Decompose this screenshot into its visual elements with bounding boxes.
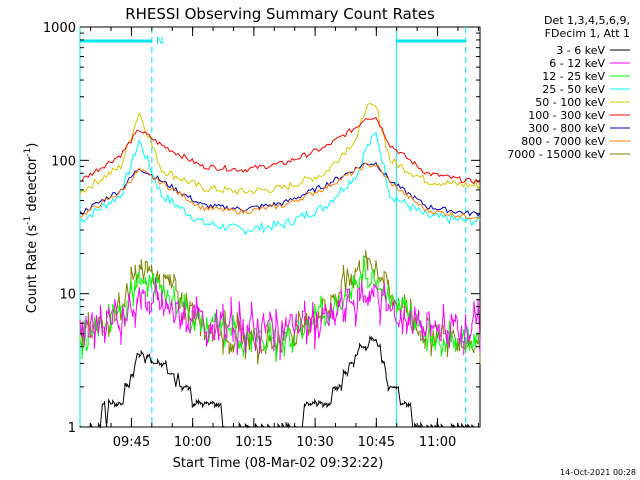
series-line-1 [79, 277, 481, 360]
series-line-7 [79, 162, 481, 220]
legend-header-2: FDecim 1, Att 1 [545, 27, 630, 40]
plot-area: 1 10 100 1000 09:45 10:00 10:15 10:30 10:45 11:0… [43, 21, 481, 450]
x-tick-label: 11:00 [419, 435, 456, 450]
legend: Det 1,3,4,5,6,9, FDecim 1, Att 1 3 - 6 k… [507, 14, 630, 161]
x-axis-label: Start Time (08-Mar-02 09:32:22) [173, 456, 384, 471]
x-tick-label: 10:45 [358, 435, 395, 450]
y-tick-label: 1000 [43, 21, 76, 36]
series-lines [79, 102, 481, 429]
legend-label: 6 - 12 keV [549, 57, 605, 70]
legend-header-1: Det 1,3,4,5,6,9, [544, 14, 630, 27]
legend-label: 25 - 50 keV [542, 83, 605, 96]
y-tick-label: 100 [51, 154, 76, 169]
footer-timestamp: 14-Oct-2021 00:28 [560, 468, 636, 477]
y-axis-label: Count Rate (s-1 detector-1) [23, 143, 40, 314]
x-tick-label: 10:30 [296, 435, 333, 450]
night-markers [79, 27, 467, 427]
series-line-5 [79, 116, 481, 184]
x-tick-label: 09:45 [113, 435, 150, 450]
series-line-4 [79, 102, 481, 196]
chart-title: RHESSI Observing Summary Count Rates [125, 5, 435, 23]
y-tick-label: 10 [59, 288, 76, 303]
x-axis: 09:45 10:00 10:15 10:30 10:45 11:00 [90, 27, 479, 450]
legend-label: 300 - 800 keV [528, 122, 605, 135]
series-line-6 [79, 161, 481, 217]
series-line-0 [79, 335, 481, 429]
night-marker-label: N [156, 36, 163, 47]
y-tick-label: 1 [68, 421, 76, 436]
series-line-3 [79, 131, 481, 236]
legend-label: 800 - 7000 keV [521, 135, 605, 148]
x-tick-label: 10:15 [235, 435, 272, 450]
legend-label: 50 - 100 keV [535, 96, 605, 109]
x-tick-label: 10:00 [174, 435, 211, 450]
y-axis: 1 10 100 1000 [43, 21, 480, 436]
legend-label: 12 - 25 keV [542, 70, 605, 83]
legend-label: 100 - 300 keV [528, 109, 605, 122]
legend-label: 7000 - 15000 keV [507, 148, 605, 161]
legend-label: 3 - 6 keV [556, 44, 605, 57]
